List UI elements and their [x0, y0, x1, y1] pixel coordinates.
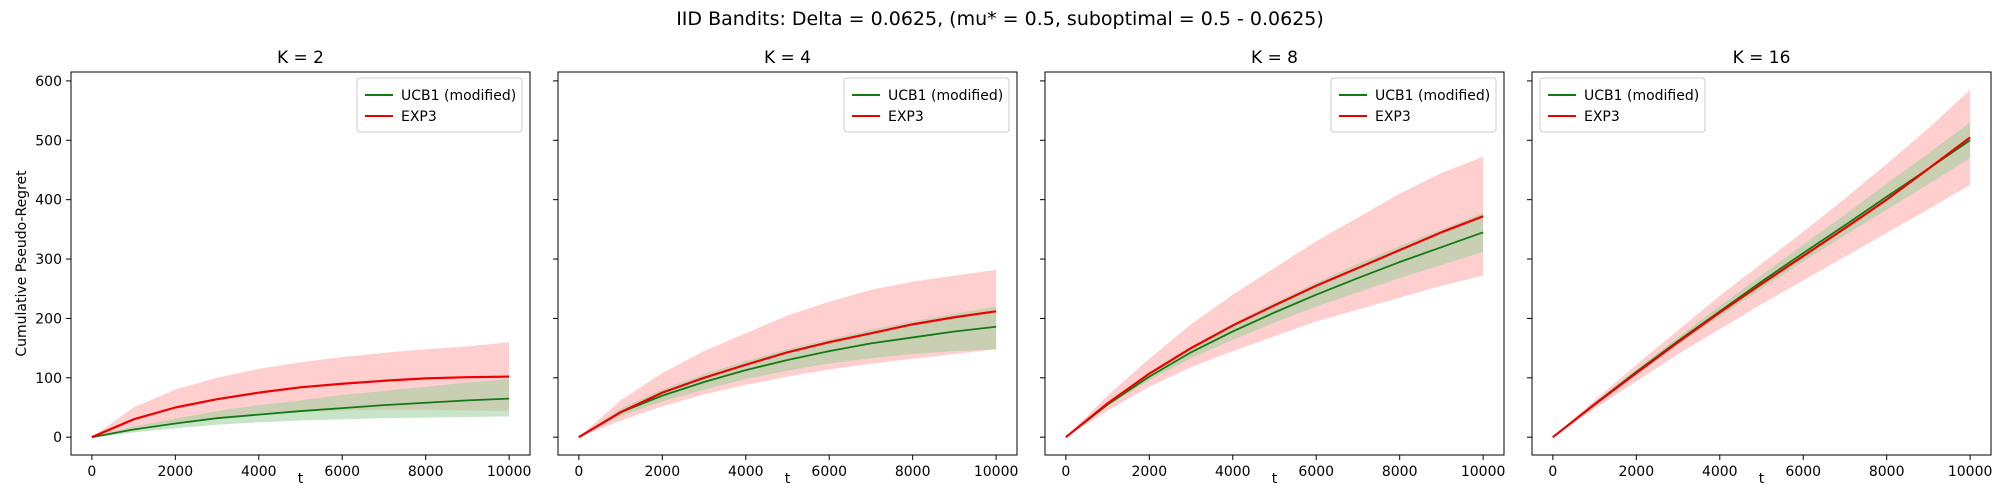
panel-title: K = 8 — [1251, 48, 1298, 68]
legend-label-ucb1: UCB1 (modified) — [1375, 88, 1490, 104]
legend-box — [1539, 77, 1706, 133]
x-axis-label: t — [1272, 471, 1278, 487]
legend-label-ucb1: UCB1 (modified) — [401, 88, 516, 104]
legend-label-exp3: EXP3 — [1375, 109, 1411, 125]
y-tick-label: 100 — [35, 371, 62, 387]
panel-2: 0 2000 4000 6000 8000 10000 K = 4 t UCB1 (modifi… — [553, 48, 1018, 487]
y-tick-label: 300 — [35, 252, 62, 268]
y-tick-label: 500 — [35, 133, 62, 149]
x-axis-label: t — [1759, 471, 1765, 487]
legend: UCB1 (modified) EXP3 — [1330, 77, 1497, 133]
x-tick-label: 6000 — [811, 464, 847, 480]
series-line-exp3 — [1065, 215, 1484, 439]
figure-title: IID Bandits: Delta = 0.0625, (mu* = 0.5,… — [676, 8, 1324, 30]
legend-label-exp3: EXP3 — [888, 109, 924, 125]
x-tick-label: 10000 — [1948, 464, 1993, 480]
legend-label-ucb1: UCB1 (modified) — [1584, 88, 1699, 104]
band-exp3 — [91, 342, 510, 438]
series-line-ucb1 — [578, 325, 997, 438]
band-ucb1 — [91, 378, 510, 438]
x-tick-label: 8000 — [1382, 464, 1418, 480]
x-tick-label: 4000 — [241, 464, 277, 480]
panel-4: 0 2000 4000 6000 8000 10000 K = 16 t UCB1 (modif… — [1527, 48, 1992, 487]
y-tick-label: 0 — [53, 430, 62, 446]
x-tick-label: 4000 — [1702, 464, 1738, 480]
x-tick-label: 8000 — [1869, 464, 1905, 480]
series-line-exp3 — [578, 310, 997, 439]
x-axis-label: t — [298, 471, 304, 487]
band-ucb1 — [578, 306, 997, 438]
x-tick-label: 0 — [1061, 464, 1070, 480]
x-tick-label: 6000 — [1298, 464, 1334, 480]
series-line-ucb1 — [91, 397, 510, 439]
x-tick-label: 4000 — [1215, 464, 1251, 480]
series-line-exp3 — [91, 375, 510, 439]
plot-area — [1552, 89, 1971, 439]
legend-label-ucb1: UCB1 (modified) — [888, 88, 1003, 104]
band-exp3 — [1065, 156, 1484, 438]
y-tick-label: 600 — [35, 74, 62, 90]
legend-box — [1330, 77, 1497, 133]
panel-title: K = 4 — [764, 48, 811, 68]
x-tick-label: 10000 — [974, 464, 1019, 480]
plot-frame — [1044, 71, 1505, 456]
legend-box — [843, 77, 1010, 133]
y-axis-label: Cumulative Pseudo-Regret — [14, 170, 30, 357]
legend-box — [356, 77, 523, 133]
y-tick-label: 200 — [35, 311, 62, 327]
x-tick-label: 8000 — [895, 464, 931, 480]
plot-area — [578, 269, 997, 439]
x-tick-label: 2000 — [644, 464, 680, 480]
x-tick-label: 4000 — [728, 464, 764, 480]
plot-frame — [70, 71, 531, 456]
plot-area — [1065, 156, 1484, 439]
x-tick-label: 6000 — [324, 464, 360, 480]
series-line-ucb1 — [1065, 231, 1484, 438]
x-tick-label: 8000 — [408, 464, 444, 480]
plot-frame — [557, 71, 1018, 456]
panel-title: K = 2 — [277, 48, 324, 68]
band-ucb1 — [1065, 212, 1484, 438]
plot-frame — [1531, 71, 1992, 456]
y-tick-label: 400 — [35, 193, 62, 209]
band-exp3 — [1552, 89, 1971, 438]
x-tick-label: 10000 — [487, 464, 532, 480]
x-tick-label: 0 — [574, 464, 583, 480]
x-tick-label: 0 — [1548, 464, 1557, 480]
x-tick-label: 2000 — [1618, 464, 1654, 480]
legend: UCB1 (modified) EXP3 — [1539, 77, 1706, 133]
plot-area — [91, 342, 510, 439]
x-tick-label: 2000 — [1131, 464, 1167, 480]
panel-3: 0 2000 4000 6000 8000 10000 K = 8 t UCB1 (modifi… — [1040, 48, 1505, 487]
legend-label-exp3: EXP3 — [1584, 109, 1620, 125]
x-tick-label: 2000 — [157, 464, 193, 480]
x-axis-label: t — [785, 471, 791, 487]
x-tick-label: 0 — [87, 464, 96, 480]
legend: UCB1 (modified) EXP3 — [843, 77, 1010, 133]
x-tick-label: 6000 — [1785, 464, 1821, 480]
x-tick-label: 10000 — [1461, 464, 1506, 480]
series-line-exp3 — [1552, 136, 1971, 439]
panel-title: K = 16 — [1733, 48, 1791, 68]
legend: UCB1 (modified) EXP3 — [356, 77, 523, 133]
legend-label-exp3: EXP3 — [401, 109, 437, 125]
panel-1: 0 2000 4000 6000 8000 10000 0 100 200 300 400 500 60… — [14, 48, 531, 487]
